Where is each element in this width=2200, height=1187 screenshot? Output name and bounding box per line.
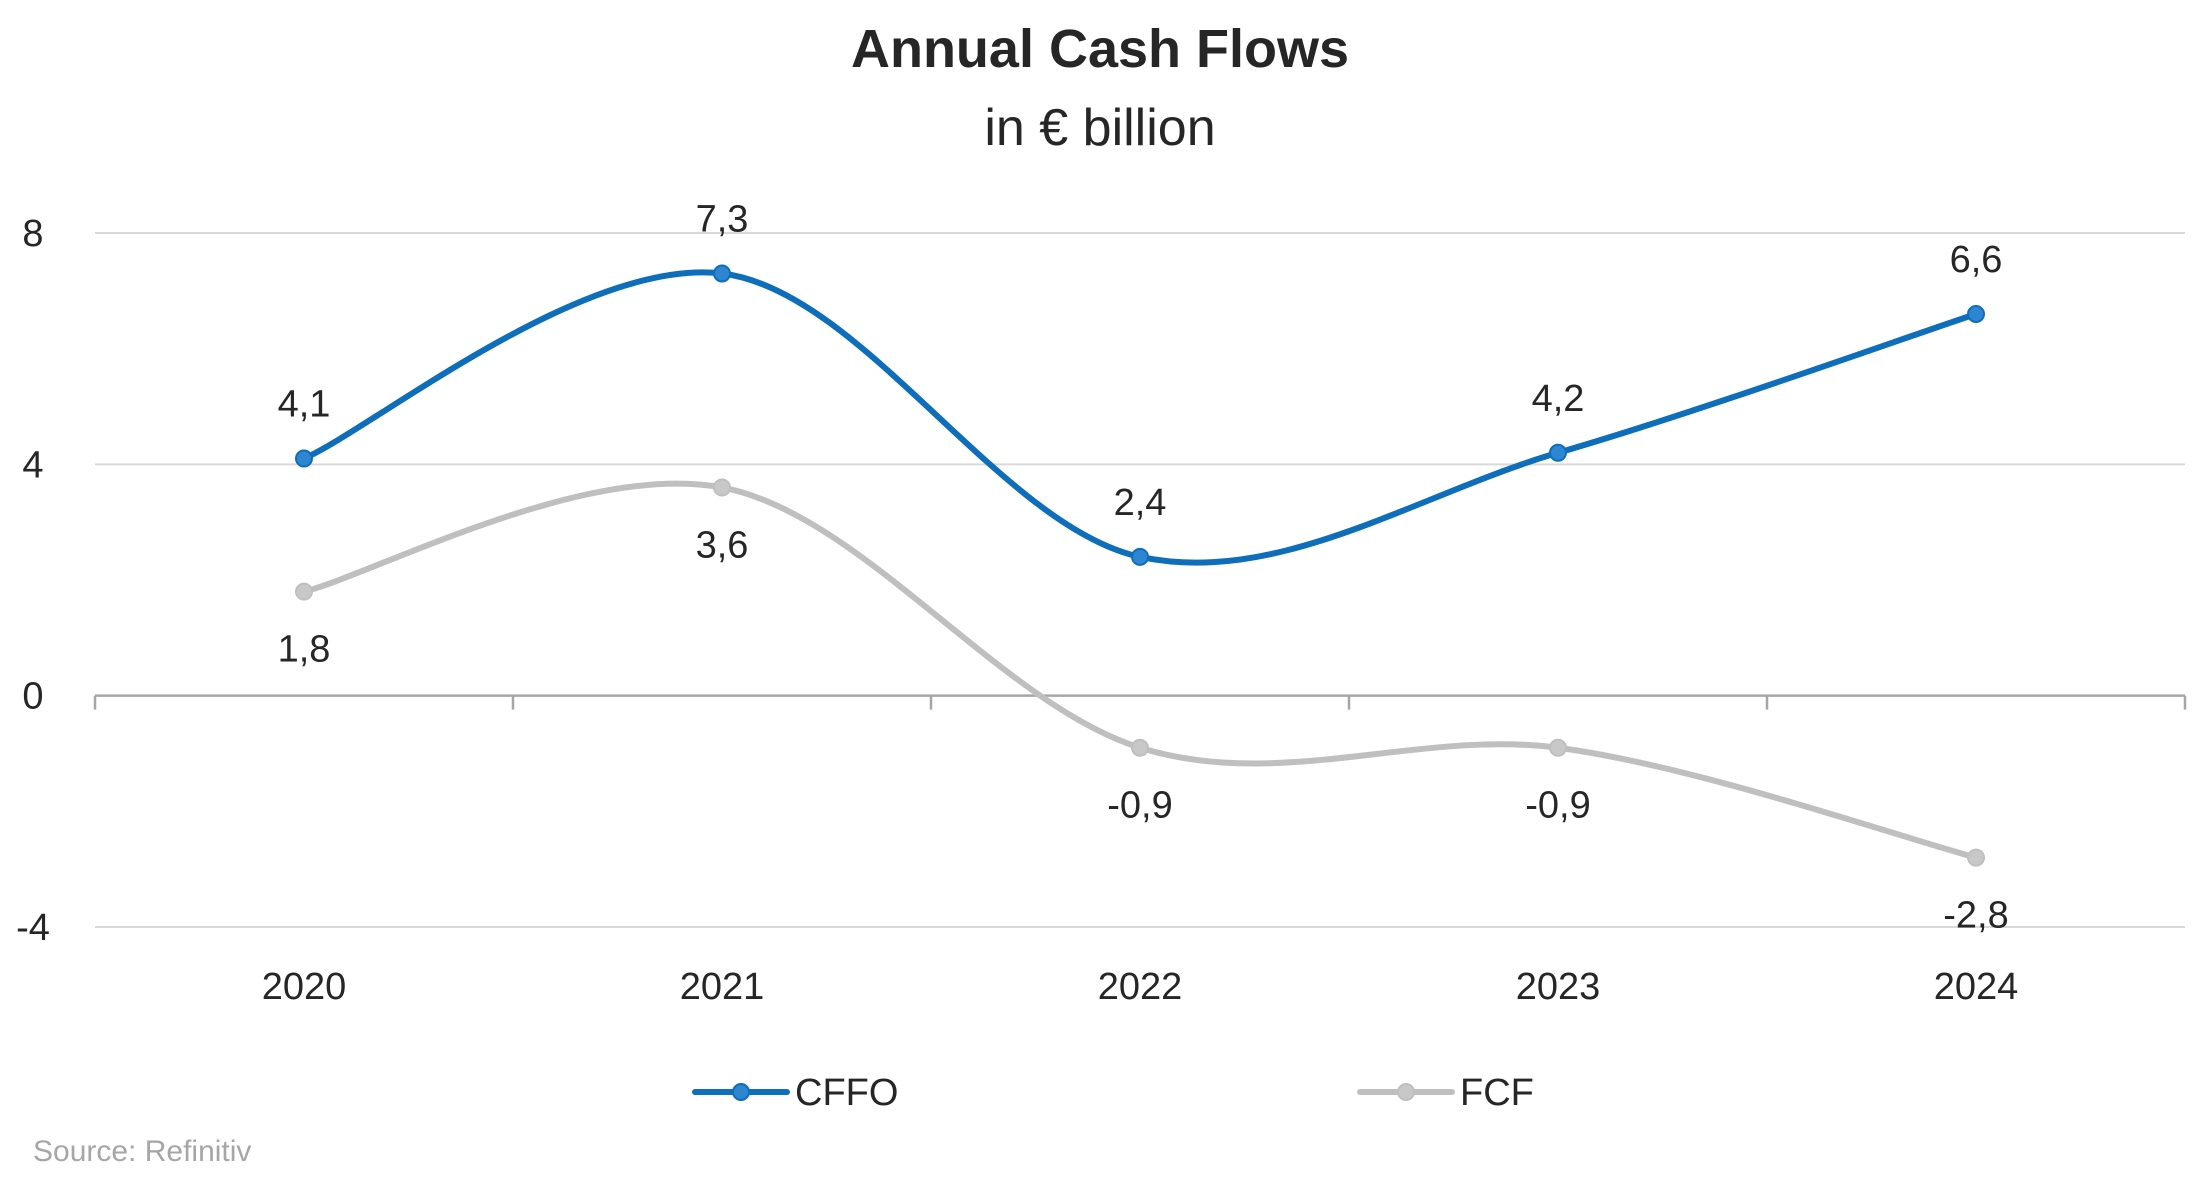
- data-point-fcf: [713, 478, 731, 497]
- x-tick-label: 2022: [1098, 966, 1183, 1008]
- legend-marker-cffo: [732, 1083, 750, 1101]
- series-line-cffo: [301, 269, 1979, 566]
- data-label-cffo: 4,2: [1532, 378, 1585, 420]
- data-point-cffo: [1131, 547, 1149, 566]
- data-point-cffo: [295, 449, 313, 468]
- y-tick-label: 4: [22, 444, 43, 486]
- data-label-fcf: -2,8: [1943, 895, 2008, 937]
- data-point-cffo: [713, 264, 731, 283]
- data-point-fcf: [1131, 738, 1149, 757]
- data-point-fcf: [295, 582, 313, 601]
- x-tick-label: 2024: [1934, 966, 2019, 1008]
- y-tick-label: -4: [16, 907, 50, 949]
- data-point-fcf: [1549, 738, 1567, 757]
- data-label-cffo: 4,1: [278, 384, 331, 426]
- data-label-fcf: 3,6: [696, 524, 749, 566]
- chart-title: Annual Cash Flows: [850, 19, 1350, 79]
- data-point-fcf: [1967, 848, 1985, 867]
- data-point-cffo: [1549, 443, 1567, 462]
- legend-item-cffo: CFFO: [692, 1072, 898, 1114]
- series-line-fcf: [301, 480, 1979, 861]
- legend-item-fcf: FCF: [1357, 1072, 1534, 1114]
- source-note: Source: Refinitiv: [33, 1135, 252, 1168]
- x-tick-label: 2021: [680, 966, 765, 1008]
- legend-marker-fcf: [1397, 1083, 1415, 1101]
- data-label-cffo: 6,6: [1950, 239, 2003, 281]
- data-label-fcf: 1,8: [278, 629, 331, 671]
- y-tick-label: 0: [22, 676, 43, 718]
- data-label-cffo: 7,3: [696, 198, 749, 240]
- legend-label-cffo: CFFO: [795, 1072, 898, 1114]
- data-label-fcf: -0,9: [1107, 785, 1172, 827]
- y-tick-label: 8: [22, 213, 43, 255]
- data-label-fcf: -0,9: [1525, 785, 1590, 827]
- x-tick-label: 2023: [1516, 966, 1601, 1008]
- x-tick-label: 2020: [262, 966, 347, 1008]
- legend-label-fcf: FCF: [1460, 1072, 1534, 1114]
- chart-subtitle: in € billion: [984, 99, 1216, 157]
- data-label-cffo: 2,4: [1114, 482, 1167, 524]
- data-point-cffo: [1967, 304, 1985, 323]
